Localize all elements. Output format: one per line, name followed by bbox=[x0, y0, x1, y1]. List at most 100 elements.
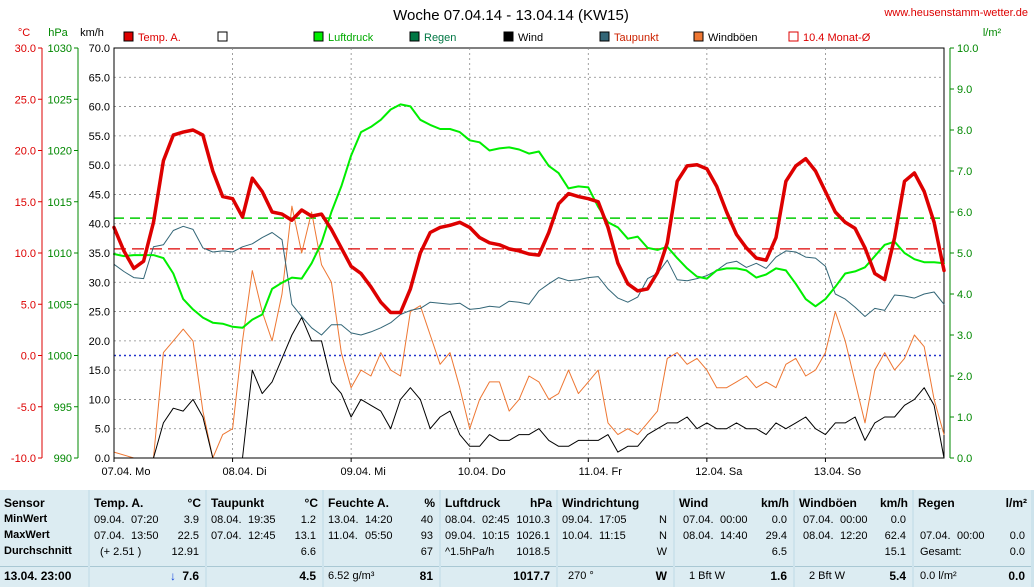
wind-max-value: 29.4 bbox=[765, 530, 787, 542]
legend-label: Regen bbox=[424, 32, 456, 44]
wdir-max-time: 11:15 bbox=[599, 530, 626, 542]
wind-tick-label: 45.0 bbox=[89, 189, 110, 201]
col-dewpoint-unit: °C bbox=[304, 496, 318, 510]
wind-max-time: 14:40 bbox=[720, 530, 748, 542]
current-timestamp: 13.04. 23:00 bbox=[4, 569, 72, 583]
hum-min-time: 14:20 bbox=[365, 514, 393, 526]
legend-label: Luftdruck bbox=[328, 32, 374, 44]
press-min-date: 08.04. bbox=[445, 514, 476, 526]
wdir-max-value: N bbox=[659, 530, 667, 542]
legend-swatch bbox=[693, 31, 704, 42]
row-divider bbox=[441, 566, 556, 567]
wdir-min-time: 17:05 bbox=[599, 514, 627, 526]
series-taupunkt bbox=[113, 225, 945, 336]
row-divider bbox=[90, 566, 205, 567]
rain-rate: 0.0 l/m² bbox=[920, 570, 957, 582]
x-tick-label: 09.04. Mi bbox=[341, 466, 386, 478]
col-wind-direction-header: Windrichtung bbox=[562, 496, 640, 510]
col-rain: Regen l/m² 07.04. 00:00 0.0 Gesamt: 0.0 … bbox=[914, 490, 1031, 587]
temp-tick-label: -10.0 bbox=[11, 453, 36, 465]
wind-axis-unit: km/h bbox=[80, 27, 104, 39]
legend-swatch bbox=[788, 31, 799, 42]
wind-tick-label: 0.0 bbox=[95, 453, 110, 465]
hum-min-value: 40 bbox=[420, 514, 433, 526]
pressure-tick-label: 1010 bbox=[48, 248, 72, 260]
dew-avg-value: 6.6 bbox=[300, 546, 316, 558]
pressure-tick-label: 1005 bbox=[48, 299, 72, 311]
col-humidity-header: Feuchte A. bbox=[328, 496, 389, 510]
row-divider bbox=[558, 566, 673, 567]
wdir-avg-value: W bbox=[656, 546, 667, 558]
press-min-time: 02:45 bbox=[482, 514, 510, 526]
row-label-min: MinWert bbox=[4, 513, 48, 525]
rain-tick-label: 5.0 bbox=[957, 248, 972, 260]
temp-trend-arrow-icon: ↓ bbox=[170, 569, 176, 583]
row-divider bbox=[324, 566, 439, 567]
series-temp-a bbox=[112, 128, 946, 315]
dew-max-value: 13.1 bbox=[294, 530, 316, 542]
wind-avg-value: 6.5 bbox=[771, 546, 787, 558]
temp-tick-label: 10.0 bbox=[15, 248, 36, 260]
rain-tick-label: 7.0 bbox=[957, 166, 972, 178]
temp-trend: (+ 2.51 ) bbox=[100, 546, 142, 558]
x-tick-label: 07.04. Mo bbox=[102, 466, 151, 478]
pressure-tick-label: 1025 bbox=[48, 94, 72, 106]
gust-max-time: 12:20 bbox=[840, 530, 868, 542]
dew-max-time: 12:45 bbox=[248, 530, 276, 542]
legend-label: 10.4 Monat-Ø bbox=[803, 32, 871, 44]
rain-tick-label: 6.0 bbox=[957, 207, 972, 219]
col-dewpoint: Taupunkt °C 08.04. 19:35 1.2 07.04. 12:4… bbox=[207, 490, 322, 587]
temp-min-time: 07:20 bbox=[131, 514, 159, 526]
wind-min-date: 07.04. bbox=[683, 514, 714, 526]
legend-label: Wind bbox=[518, 32, 543, 44]
temp-tick-label: 0.0 bbox=[21, 351, 36, 363]
wind-tick-label: 40.0 bbox=[89, 219, 110, 231]
row-divider bbox=[207, 566, 322, 567]
temp-tick-label: 30.0 bbox=[15, 43, 36, 55]
x-tick-label: 10.04. Do bbox=[458, 466, 506, 478]
col-rain-header: Regen bbox=[918, 496, 955, 510]
wind-min-value: 0.0 bbox=[771, 514, 787, 526]
dew-min-time: 19:35 bbox=[248, 514, 276, 526]
gust-avg-value: 15.1 bbox=[884, 546, 906, 558]
hum-min-date: 13.04. bbox=[328, 514, 359, 526]
gust-max-value: 62.4 bbox=[884, 530, 906, 542]
col-gust-unit: km/h bbox=[879, 496, 908, 510]
press-max-time: 10:15 bbox=[482, 530, 510, 542]
wind-tick-label: 20.0 bbox=[89, 336, 110, 348]
series-luftdruck bbox=[113, 103, 945, 329]
wind-beaufort: 1 Bft W bbox=[689, 570, 726, 582]
legend-swatch bbox=[409, 31, 420, 42]
rain-max-time: 00:00 bbox=[957, 530, 985, 542]
rain-tick-label: 4.0 bbox=[957, 289, 972, 301]
wind-min-time: 00:00 bbox=[720, 514, 748, 526]
press-trend: ^1.5hPa/h bbox=[445, 546, 495, 558]
col-temp: Temp. A. °C 09.04. 07:20 3.9 07.04. 13:5… bbox=[90, 490, 205, 587]
rain-tick-label: 0.0 bbox=[957, 453, 972, 465]
press-max-date: 09.04. bbox=[445, 530, 476, 542]
chart-series bbox=[112, 103, 946, 459]
pressure-tick-label: 990 bbox=[54, 453, 72, 465]
wind-tick-label: 35.0 bbox=[89, 248, 110, 260]
hum-max-date: 11.04. bbox=[328, 530, 358, 542]
site-url[interactable]: www.heusenstamm-wetter.de bbox=[883, 7, 1028, 19]
rain-total-label: Gesamt: bbox=[920, 546, 962, 558]
temp-max-time: 13:50 bbox=[131, 530, 159, 542]
series-windböen bbox=[113, 205, 945, 459]
temp-min-date: 09.04. bbox=[94, 514, 125, 526]
row-divider bbox=[795, 566, 912, 567]
wind-tick-label: 50.0 bbox=[89, 160, 110, 172]
rain-tick-label: 3.0 bbox=[957, 330, 972, 342]
col-gust: Windböen km/h 07.04. 00:00 0.0 08.04. 12… bbox=[795, 490, 912, 587]
temp-max-date: 07.04. bbox=[94, 530, 125, 542]
x-tick-label: 11.04. Fr bbox=[579, 466, 623, 478]
legend-label: Temp. A. bbox=[138, 32, 181, 44]
gust-min-date: 07.04. bbox=[803, 514, 834, 526]
gust-min-time: 00:00 bbox=[840, 514, 868, 526]
rain-total-value: 0.0 bbox=[1009, 546, 1025, 558]
gust-beaufort: 2 Bft W bbox=[809, 570, 846, 582]
wdir-degrees: 270 ° bbox=[568, 570, 594, 582]
pressure-tick-label: 1030 bbox=[48, 43, 72, 55]
wind-tick-label: 25.0 bbox=[89, 307, 110, 319]
legend-swatch bbox=[123, 31, 134, 42]
